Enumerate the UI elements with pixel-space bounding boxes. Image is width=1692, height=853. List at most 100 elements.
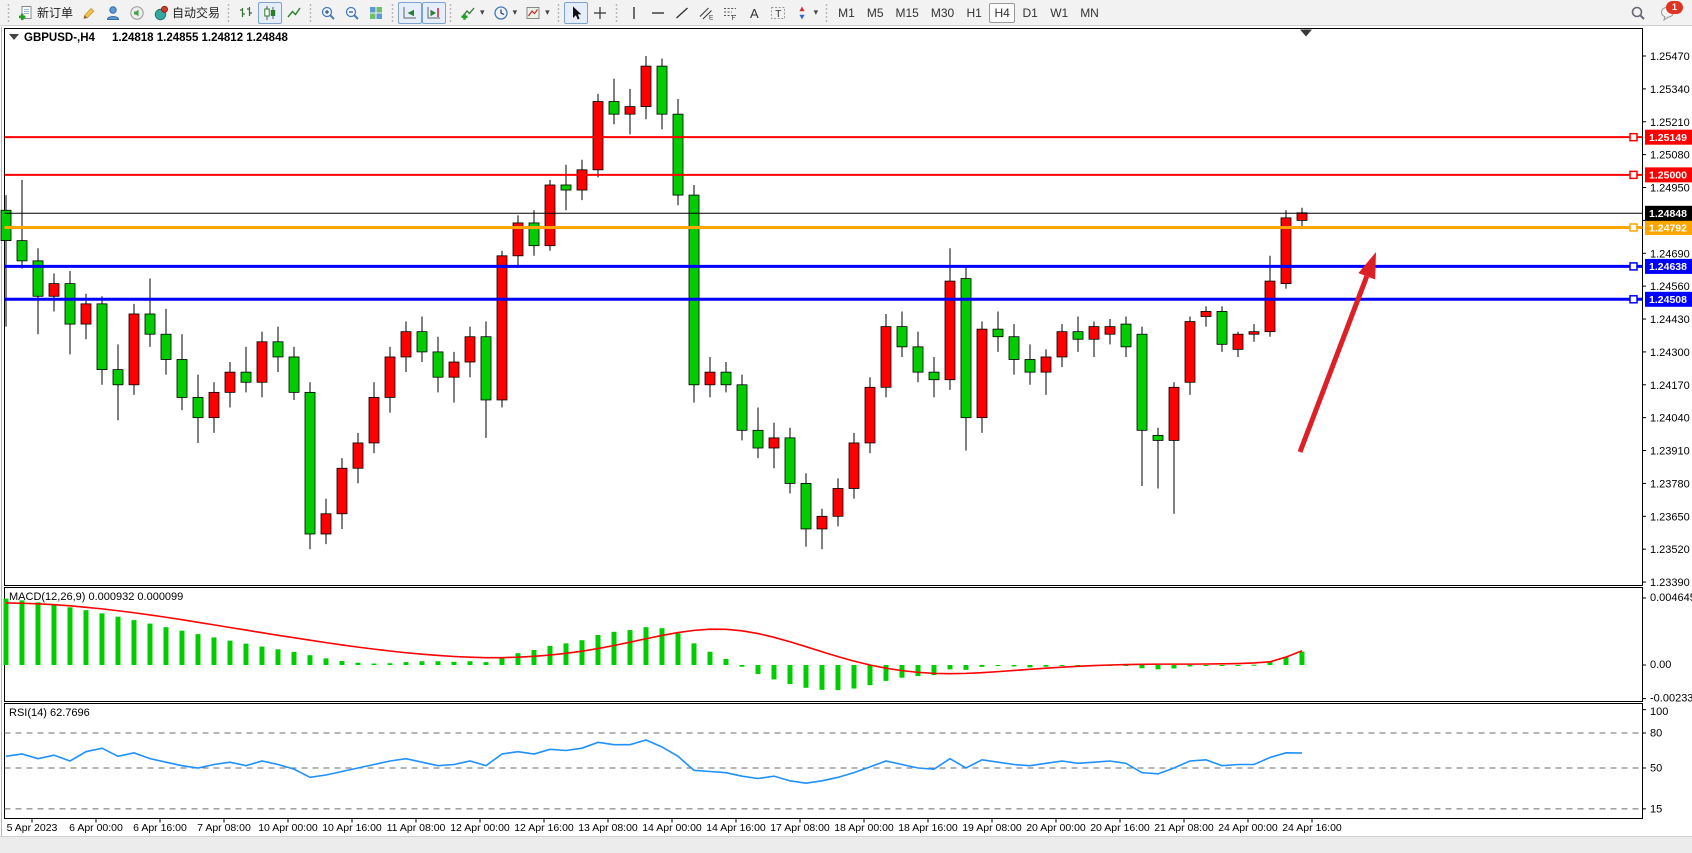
- trend-arrow-head[interactable]: [1358, 252, 1376, 280]
- line-chart-button[interactable]: [282, 2, 306, 24]
- time-axis-label[interactable]: 24 Apr 16:00: [1282, 822, 1342, 834]
- search-button[interactable]: [1626, 2, 1650, 24]
- fibonacci-button[interactable]: F: [718, 2, 742, 24]
- time-axis-label[interactable]: 6 Apr 00:00: [69, 822, 123, 834]
- new-order-button[interactable]: 新订单: [14, 2, 77, 24]
- time-axis-label[interactable]: 14 Apr 16:00: [706, 822, 766, 834]
- time-axis-label[interactable]: 20 Apr 00:00: [1026, 822, 1086, 834]
- price-axis-tick-label[interactable]: 1.24300: [1650, 347, 1690, 359]
- candle-body: [1264, 280, 1276, 333]
- time-axis-label[interactable]: 24 Apr 00:00: [1218, 822, 1278, 834]
- level-line-handle[interactable]: [1629, 132, 1638, 142]
- timeframe-d1[interactable]: D1: [1017, 3, 1043, 23]
- price-axis-tick-label[interactable]: 1.24040: [1650, 413, 1690, 425]
- zoom-in-button[interactable]: [316, 2, 340, 24]
- price-axis-tick-label[interactable]: 1.23650: [1650, 511, 1690, 523]
- timeframe-h4[interactable]: H4: [989, 2, 1016, 23]
- timeframe-m15[interactable]: M15: [891, 3, 924, 23]
- time-axis-label[interactable]: 10 Apr 00:00: [258, 822, 318, 834]
- time-axis-label[interactable]: 13 Apr 08:00: [578, 822, 638, 834]
- vertical-line-button[interactable]: [622, 2, 646, 24]
- auto-scroll-button[interactable]: [398, 1, 423, 24]
- chart-window[interactable]: 1.25470 1.25340 1.25210 1.25080 1.24950 1.248…: [0, 26, 1692, 853]
- text-button[interactable]: A: [742, 2, 766, 24]
- toolbar-grip[interactable]: [824, 3, 830, 22]
- price-axis-tick-label[interactable]: 1.24560: [1650, 281, 1690, 293]
- alerts-button[interactable]: [125, 2, 149, 24]
- timeframe-h1[interactable]: H1: [961, 3, 987, 23]
- toolbar-grip[interactable]: [308, 3, 314, 22]
- periods-button[interactable]: ▾: [489, 2, 522, 24]
- time-axis-label[interactable]: 18 Apr 16:00: [898, 822, 958, 834]
- price-axis-tick-label[interactable]: 1.24950: [1650, 183, 1690, 195]
- toolbar-grip[interactable]: [226, 3, 232, 22]
- price-axis-tick-label[interactable]: 1.25080: [1650, 150, 1690, 162]
- dropdown-caret-icon[interactable]: ▾: [545, 7, 550, 17]
- price-axis-tick-label[interactable]: 1.24690: [1650, 248, 1690, 260]
- price-axis-tick-label[interactable]: 1.24430: [1650, 314, 1690, 326]
- level-line-handle[interactable]: [1629, 170, 1638, 180]
- time-axis-label[interactable]: 7 Apr 08:00: [197, 822, 251, 834]
- time-axis-label[interactable]: 19 Apr 08:00: [962, 822, 1022, 834]
- time-axis-label[interactable]: 20 Apr 16:00: [1090, 822, 1150, 834]
- time-axis-label[interactable]: 21 Apr 08:00: [1154, 822, 1214, 834]
- text-label-button[interactable]: T: [766, 2, 790, 24]
- price-axis-tick-label[interactable]: 1.23390: [1650, 577, 1690, 589]
- time-axis-label[interactable]: 6 Apr 16:00: [133, 822, 187, 834]
- autotrading-button[interactable]: 自动交易: [149, 2, 224, 24]
- equidistant-channel-button[interactable]: E: [694, 2, 718, 24]
- timeframe-m1[interactable]: M1: [833, 3, 860, 23]
- time-axis-label[interactable]: 10 Apr 16:00: [322, 822, 382, 834]
- toolbar-grip[interactable]: [613, 3, 619, 22]
- timeframe-mn[interactable]: MN: [1075, 3, 1104, 23]
- dropdown-caret-icon[interactable]: ▾: [813, 7, 819, 17]
- price-axis-tick-label[interactable]: 1.24170: [1650, 380, 1690, 392]
- time-axis-label[interactable]: 5 Apr 2023: [7, 822, 58, 834]
- time-axis-label[interactable]: 12 Apr 16:00: [514, 822, 574, 834]
- templates-button[interactable]: ▾: [521, 2, 554, 24]
- price-chart[interactable]: 1.25470 1.25340 1.25210 1.25080 1.24950 1.248…: [0, 26, 1692, 853]
- trendline-button[interactable]: [670, 2, 694, 24]
- candle-body: [1216, 311, 1228, 345]
- timeframe-m30[interactable]: M30: [926, 3, 959, 23]
- bar-chart-button[interactable]: [234, 2, 258, 24]
- level-line-handle[interactable]: [1629, 262, 1638, 271]
- arrows-button[interactable]: ▾: [790, 2, 823, 24]
- time-axis-label[interactable]: 18 Apr 00:00: [834, 822, 894, 834]
- notifications-button[interactable]: 1: [1656, 0, 1683, 24]
- dropdown-caret-icon[interactable]: ▾: [480, 7, 485, 17]
- price-axis-tick-label[interactable]: 1.25340: [1650, 84, 1690, 96]
- price-axis-tick-label[interactable]: 1.23910: [1650, 446, 1690, 458]
- community-button[interactable]: [101, 2, 125, 24]
- chart-shift-button[interactable]: [422, 1, 447, 24]
- toolbar-grip[interactable]: [555, 3, 561, 22]
- toolbar-grip[interactable]: [6, 3, 11, 22]
- horizontal-line-button[interactable]: [646, 2, 670, 24]
- time-axis-label[interactable]: 11 Apr 08:00: [387, 822, 446, 834]
- time-axis-label[interactable]: 14 Apr 00:00: [642, 822, 702, 834]
- timeframe-m5[interactable]: M5: [862, 3, 889, 23]
- chart-shift-marker-icon[interactable]: [1300, 29, 1312, 37]
- trend-arrow-line[interactable]: [1297, 275, 1370, 453]
- price-axis-tick-label[interactable]: 1.23780: [1650, 478, 1690, 490]
- crosshair-button[interactable]: [588, 2, 612, 24]
- toolbar-grip[interactable]: [390, 3, 396, 22]
- time-axis-label[interactable]: 17 Apr 08:00: [770, 822, 830, 834]
- candlestick-chart-button[interactable]: [258, 1, 283, 24]
- dropdown-caret-icon[interactable]: ▾: [512, 7, 518, 17]
- time-axis-label[interactable]: 12 Apr 00:00: [450, 822, 510, 834]
- zoom-out-button[interactable]: [340, 2, 364, 24]
- macd-histogram-bar: [211, 637, 217, 665]
- level-line-handle[interactable]: [1629, 223, 1638, 232]
- toolbar-grip[interactable]: [448, 3, 454, 22]
- timeframe-w1[interactable]: W1: [1045, 3, 1073, 23]
- one-click-trading-arrow-icon[interactable]: [9, 34, 19, 40]
- indicators-button[interactable]: ▾: [456, 2, 489, 24]
- metaeditor-button[interactable]: [77, 2, 101, 24]
- price-axis-tick-label[interactable]: 1.23520: [1650, 544, 1690, 556]
- price-axis-tick-label[interactable]: 1.25210: [1650, 117, 1690, 129]
- tile-windows-button[interactable]: [364, 2, 388, 24]
- level-line-handle[interactable]: [1629, 295, 1638, 304]
- cursor-button[interactable]: [563, 1, 588, 24]
- price-axis-tick-label[interactable]: 1.25470: [1650, 51, 1690, 63]
